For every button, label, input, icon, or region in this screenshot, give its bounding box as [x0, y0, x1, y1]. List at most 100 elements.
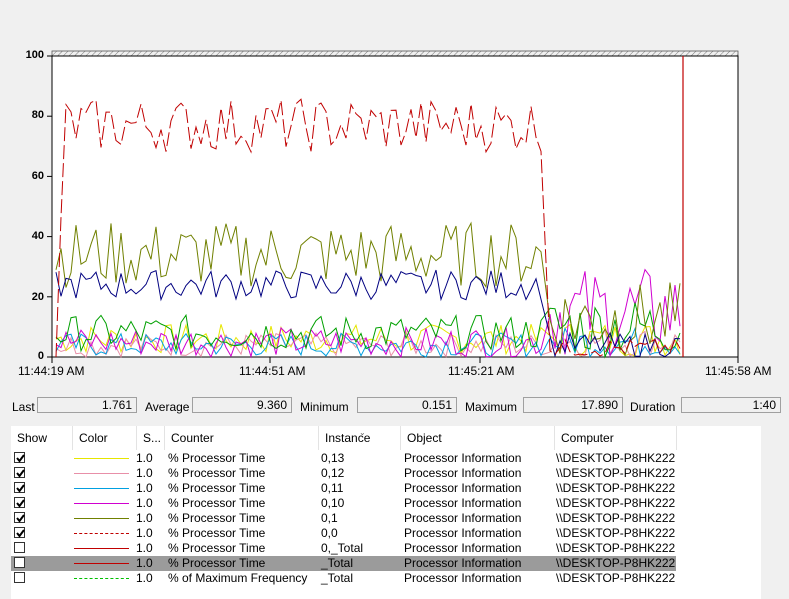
average-label: Average: [145, 400, 190, 414]
column-header-show[interactable]: Show: [11, 426, 73, 450]
checkmark-icon: [16, 484, 25, 493]
scale-cell: 1.0: [136, 451, 153, 465]
checkmark-icon: [16, 514, 25, 523]
object-cell: Processor Information: [404, 571, 522, 585]
column-header-counter[interactable]: Counter: [165, 426, 319, 450]
counter-row[interactable]: 1.0 % Processor Time 0,_Total Processor Inf…: [11, 541, 676, 556]
counter-cell: % Processor Time: [168, 451, 266, 465]
column-header-instance[interactable]: ⌄ Instance: [319, 426, 401, 450]
x-tick-label: 11:45:58 AM: [705, 364, 772, 378]
counter-cell: % Processor Time: [168, 496, 266, 510]
show-checkbox[interactable]: [14, 572, 25, 583]
column-header-computer[interactable]: Computer: [555, 426, 677, 450]
computer-cell: \\DESKTOP-P8HK222: [556, 451, 676, 465]
counter-row[interactable]: 1.0 % Processor Time 0,0 Processor Informat…: [11, 526, 676, 541]
checkmark-icon: [16, 454, 25, 463]
scale-overflow-band: [51, 50, 739, 57]
plot-border: [51, 55, 739, 358]
instance-cell: 0,12: [321, 466, 345, 480]
checkmark-icon: [16, 529, 25, 538]
counter-series-line: [55, 221, 681, 357]
counter-row[interactable]: 1.0 % Processor Time 0,13 Processor Informa…: [11, 451, 676, 466]
instance-cell: 0,10: [321, 496, 345, 510]
statistics-bar: Last 1.761 Average 9.360 Minimum 0.151 M…: [0, 397, 789, 415]
scale-cell: 1.0: [136, 571, 153, 585]
object-cell: Processor Information: [404, 481, 522, 495]
counter-cell: % Processor Time: [168, 511, 266, 525]
y-tick-label: 80: [31, 109, 44, 121]
counter-cell: % Processor Time: [168, 526, 266, 540]
show-checkbox[interactable]: [14, 452, 25, 463]
computer-cell: \\DESKTOP-P8HK222: [556, 556, 676, 570]
show-checkbox[interactable]: [14, 527, 25, 538]
y-tick-label: 40: [31, 230, 44, 242]
counter-row[interactable]: 1.0 % Processor Time 0,12 Processor Informa…: [11, 466, 676, 481]
show-checkbox[interactable]: [14, 497, 25, 508]
column-header-color[interactable]: Color: [73, 426, 137, 450]
maximum-label: Maximum: [465, 400, 518, 414]
color-swatch: [74, 518, 129, 519]
performance-graph[interactable]: 100 80 60 40 20 0 11:44:19 AM 11:44:51 A…: [0, 0, 789, 385]
instance-cell: 0,13: [321, 451, 345, 465]
scale-cell: 1.0: [136, 496, 153, 510]
counter-row[interactable]: 1.0 % of Maximum Frequency _Total Processor…: [11, 571, 676, 586]
scale-cell: 1.0: [136, 541, 153, 555]
scale-cell: 1.0: [136, 556, 153, 570]
minimum-label: Minimum: [300, 400, 349, 414]
show-checkbox[interactable]: [14, 467, 25, 478]
minimum-value: 0.151: [357, 397, 457, 413]
counter-cell: % Processor Time: [168, 556, 266, 570]
counter-series-line: [55, 268, 681, 359]
average-value: 9.360: [192, 397, 292, 413]
counter-list[interactable]: Show Color S... Counter ⌄ Instance Objec…: [11, 426, 761, 599]
counter-cell: % of Maximum Frequency: [168, 571, 308, 585]
object-cell: Processor Information: [404, 466, 522, 480]
scale-cell: 1.0: [136, 481, 153, 495]
color-swatch: [74, 533, 129, 534]
color-swatch: [74, 458, 129, 459]
y-tick-label: 20: [31, 291, 44, 303]
y-tick-label: 0: [37, 350, 44, 362]
object-cell: Processor Information: [404, 451, 522, 465]
last-label: Last: [12, 400, 35, 414]
object-cell: Processor Information: [404, 556, 522, 570]
color-swatch: [74, 503, 129, 504]
color-swatch: [74, 473, 129, 474]
instance-cell: 0,11: [321, 481, 344, 495]
computer-cell: \\DESKTOP-P8HK222: [556, 481, 676, 495]
scale-cell: 1.0: [136, 511, 153, 525]
computer-cell: \\DESKTOP-P8HK222: [556, 541, 676, 555]
counter-row[interactable]: 1.0 % Processor Time 0,1 Processor Informat…: [11, 511, 676, 526]
color-swatch: [74, 563, 129, 564]
counter-row[interactable]: 1.0 % Processor Time 0,11 Processor Informa…: [11, 481, 676, 496]
computer-cell: \\DESKTOP-P8HK222: [556, 496, 676, 510]
y-tick-label: 100: [25, 49, 44, 61]
x-tick-label: 11:44:51 AM: [239, 364, 306, 378]
y-tick-label: 60: [31, 170, 44, 182]
show-checkbox[interactable]: [14, 482, 25, 493]
show-checkbox[interactable]: [14, 542, 25, 553]
plot-area: [52, 56, 738, 357]
color-swatch: [74, 578, 129, 579]
instance-cell: 0,1: [321, 511, 338, 525]
show-checkbox[interactable]: [14, 557, 25, 568]
counter-row[interactable]: 1.0 % Processor Time _Total Processor Infor…: [11, 556, 676, 571]
column-header-object[interactable]: Object: [401, 426, 555, 450]
computer-cell: \\DESKTOP-P8HK222: [556, 466, 676, 480]
color-swatch: [74, 548, 129, 549]
counter-row[interactable]: 1.0 % Processor Time 0,10 Processor Informa…: [11, 496, 676, 511]
counter-cell: % Processor Time: [168, 466, 266, 480]
show-checkbox[interactable]: [14, 512, 25, 523]
scale-cell: 1.0: [136, 526, 153, 540]
graph-canvas: [47, 50, 739, 363]
column-header-scale[interactable]: S...: [137, 426, 165, 450]
column-header-instance-label: Instance: [325, 431, 371, 445]
instance-cell: _Total: [321, 571, 354, 585]
maximum-value: 17.890: [523, 397, 623, 413]
instance-cell: 0,_Total: [321, 541, 364, 555]
sort-descending-icon: ⌄: [359, 428, 366, 437]
x-tick-label: 11:45:21 AM: [448, 364, 515, 378]
object-cell: Processor Information: [404, 511, 522, 525]
computer-cell: \\DESKTOP-P8HK222: [556, 571, 676, 585]
scale-cell: 1.0: [136, 466, 153, 480]
